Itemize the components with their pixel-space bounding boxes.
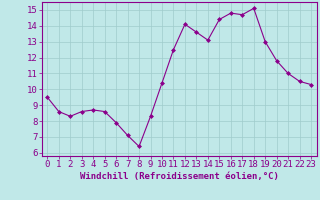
X-axis label: Windchill (Refroidissement éolien,°C): Windchill (Refroidissement éolien,°C) — [80, 172, 279, 181]
